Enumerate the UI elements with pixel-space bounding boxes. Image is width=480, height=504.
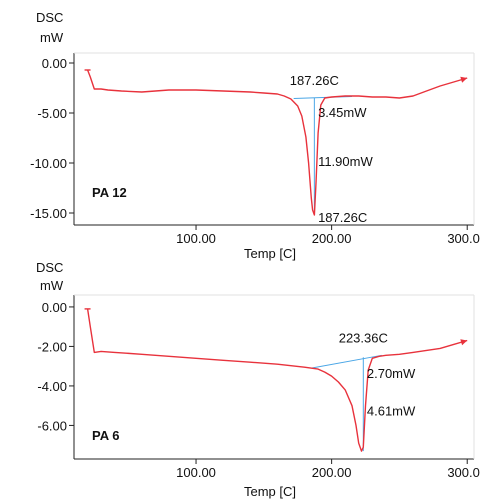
baseline-line <box>311 354 382 369</box>
dsc-curve <box>86 69 468 216</box>
curve-end-arrow <box>460 339 468 346</box>
peak-depth-label: 4.61mW <box>367 404 416 419</box>
peak-bottom-label: 187.26C <box>318 210 367 225</box>
peak-temperature-label: 187.26C <box>290 73 339 88</box>
y-axis-label: DSC <box>36 10 63 25</box>
y-tick-label: 0.00 <box>42 300 67 315</box>
y-tick-label: 0.00 <box>42 56 67 71</box>
x-tick-label: 100.00 <box>176 465 216 480</box>
x-tick-label: 200.00 <box>312 465 352 480</box>
y-tick-label: -4.00 <box>37 379 67 394</box>
x-axis-label: Temp [C] <box>244 246 296 261</box>
dsc-panel-1: DSC mW 0.00 -5.00 -10.00 -15.00 100.00 200.00 30… <box>30 10 480 261</box>
y-tick-label: -5.00 <box>37 106 67 121</box>
onset-height-label: 3.45mW <box>318 105 367 120</box>
sample-label: PA 6 <box>92 428 119 443</box>
y-axis-unit: mW <box>40 278 64 293</box>
y-tick-label: -15.00 <box>30 206 67 221</box>
onset-height-label: 2.70mW <box>367 366 416 381</box>
x-tick-label: 300.00 <box>447 231 480 246</box>
peak-temperature-label: 223.36C <box>339 330 388 345</box>
y-axis-unit: mW <box>40 30 64 45</box>
x-axis-label: Temp [C] <box>244 484 296 499</box>
x-tick-label: 100.00 <box>176 231 216 246</box>
y-tick-label: -2.00 <box>37 339 67 354</box>
x-tick-label: 300.00 <box>447 465 480 480</box>
dsc-panel-2: DSC mW 0.00 -2.00 -4.00 -6.00 100.00 200.00 300.… <box>36 260 480 499</box>
x-tick-label: 200.00 <box>312 231 352 246</box>
y-tick-label: -10.00 <box>30 156 67 171</box>
curve-end-arrow <box>460 76 468 83</box>
dsc-curve <box>86 308 468 452</box>
y-axis-label: DSC <box>36 260 63 275</box>
peak-depth-label: 11.90mW <box>318 154 373 169</box>
y-tick-label: -6.00 <box>37 418 67 433</box>
sample-label: PA 12 <box>92 185 127 200</box>
